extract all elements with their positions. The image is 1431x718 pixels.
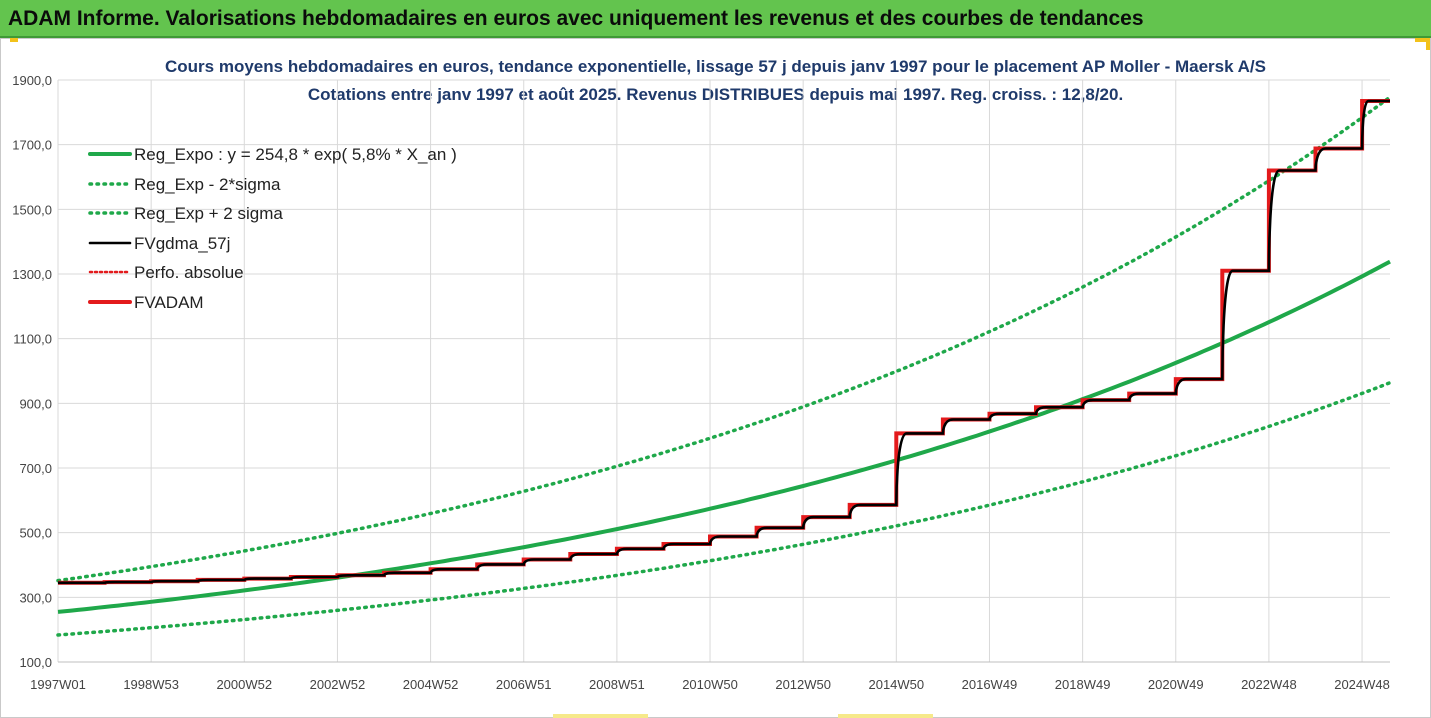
legend-label: Reg_Expo : y = 254,8 * exp( 5,8% * X_an … [134, 145, 457, 164]
x-tick-label: 2016W49 [962, 677, 1018, 692]
legend-label: Reg_Exp + 2 sigma [134, 204, 283, 223]
report-title: ADAM Informe. Valorisations hebdomadaire… [8, 7, 1144, 30]
corner-marker-right [1415, 38, 1429, 42]
y-tick-label: 700,0 [19, 461, 52, 476]
x-tick-label: 2008W51 [589, 677, 645, 692]
x-tick-label: 2002W52 [310, 677, 366, 692]
x-tick-label: 2022W48 [1241, 677, 1297, 692]
legend-label: Reg_Exp - 2*sigma [134, 175, 281, 194]
report-banner: ADAM Informe. Valorisations hebdomadaire… [0, 0, 1431, 38]
y-tick-label: 900,0 [19, 396, 52, 411]
corner-marker-left [10, 38, 18, 42]
x-tick-label: 2012W50 [775, 677, 831, 692]
series-reg-minus-2sigma [56, 380, 1392, 637]
bottom-handle-left [553, 714, 648, 718]
bottom-handle-right [838, 714, 933, 718]
legend-label: FVgdma_57j [134, 234, 230, 253]
x-tick-label: 1998W53 [123, 677, 179, 692]
y-tick-label: 300,0 [19, 590, 52, 605]
y-tick-label: 1500,0 [12, 202, 52, 217]
x-tick-label: 2024W48 [1334, 677, 1390, 692]
y-tick-label: 1300,0 [12, 267, 52, 282]
x-tick-label: 2014W50 [868, 677, 924, 692]
corner-marker-right-vertical [1426, 38, 1430, 50]
chart-title: Cours moyens hebdomadaires en euros, ten… [165, 57, 1266, 76]
x-tick-label: 2018W49 [1055, 677, 1111, 692]
legend-label: FVADAM [134, 293, 204, 312]
x-tick-label: 2020W49 [1148, 677, 1204, 692]
y-tick-label: 1900,0 [12, 73, 52, 88]
x-tick-label: 2006W51 [496, 677, 552, 692]
y-tick-label: 1700,0 [12, 138, 52, 153]
series-reg-expo [57, 259, 1391, 614]
x-tick-label: 1997W01 [30, 677, 86, 692]
legend-label: Perfo. absolue [134, 263, 244, 282]
x-tick-label: 2000W52 [216, 677, 272, 692]
series-fvadam [58, 99, 1390, 585]
series-reg-plus-2sigma [56, 95, 1392, 583]
x-tick-label: 2004W52 [403, 677, 459, 692]
x-tick-label: 2010W50 [682, 677, 738, 692]
series-fvgdma-57j [58, 99, 1390, 585]
y-tick-label: 1100,0 [13, 332, 52, 347]
series-perfo-absolue [58, 100, 1390, 584]
y-tick-label: 500,0 [19, 526, 52, 541]
y-tick-label: 100,0 [19, 655, 52, 670]
chart-subtitle: Cotations entre janv 1997 et août 2025. … [307, 85, 1124, 104]
